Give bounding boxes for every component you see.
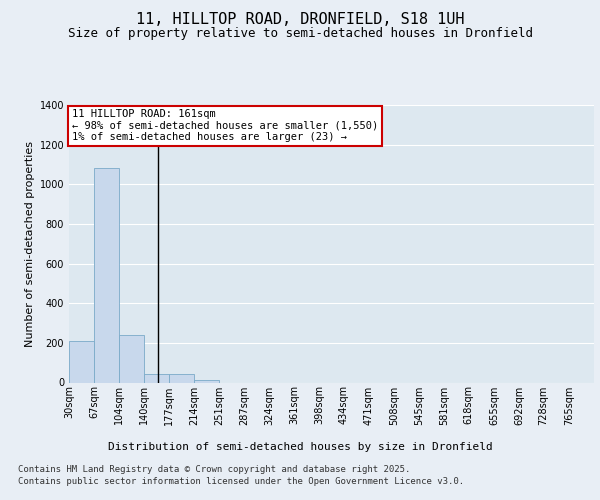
Bar	[169, 374, 194, 382]
Bar	[119, 335, 145, 382]
Bar	[94, 168, 119, 382]
Y-axis label: Number of semi-detached properties: Number of semi-detached properties	[25, 141, 35, 347]
Bar	[69, 341, 94, 382]
Text: Contains HM Land Registry data © Crown copyright and database right 2025.: Contains HM Land Registry data © Crown c…	[18, 465, 410, 474]
Text: 11, HILLTOP ROAD, DRONFIELD, S18 1UH: 11, HILLTOP ROAD, DRONFIELD, S18 1UH	[136, 12, 464, 28]
Text: Distribution of semi-detached houses by size in Dronfield: Distribution of semi-detached houses by …	[107, 442, 493, 452]
Bar	[194, 380, 219, 382]
Text: 11 HILLTOP ROAD: 161sqm
← 98% of semi-detached houses are smaller (1,550)
1% of : 11 HILLTOP ROAD: 161sqm ← 98% of semi-de…	[71, 109, 378, 142]
Bar	[144, 374, 169, 382]
Text: Contains public sector information licensed under the Open Government Licence v3: Contains public sector information licen…	[18, 478, 464, 486]
Text: Size of property relative to semi-detached houses in Dronfield: Size of property relative to semi-detach…	[67, 28, 533, 40]
